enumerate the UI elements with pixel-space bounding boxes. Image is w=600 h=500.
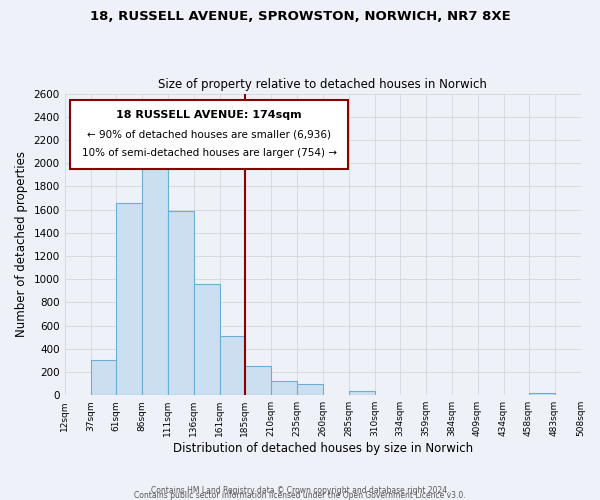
Bar (296, 384, 323, 395)
Bar (245, 366, 271, 395)
Text: ← 90% of detached houses are smaller (6,936): ← 90% of detached houses are smaller (6,… (87, 130, 331, 140)
Title: Size of property relative to detached houses in Norwich: Size of property relative to detached ho… (158, 78, 487, 91)
Bar (116, 202, 142, 395)
X-axis label: Distribution of detached houses by size in Norwich: Distribution of detached houses by size … (173, 442, 473, 455)
Bar (529, 393, 554, 395)
Text: Contains HM Land Registry data © Crown copyright and database right 2024.: Contains HM Land Registry data © Crown c… (151, 486, 449, 495)
Text: 10% of semi-detached houses are larger (754) →: 10% of semi-detached houses are larger (… (82, 148, 337, 158)
Y-axis label: Number of detached properties: Number of detached properties (15, 152, 28, 338)
Bar (91, 360, 116, 395)
Bar (349, 390, 374, 395)
Text: 18, RUSSELL AVENUE, SPROWSTON, NORWICH, NR7 8XE: 18, RUSSELL AVENUE, SPROWSTON, NORWICH, … (89, 10, 511, 23)
Bar (220, 336, 245, 395)
Bar (194, 284, 220, 395)
Text: Contains public sector information licensed under the Open Government Licence v3: Contains public sector information licen… (134, 490, 466, 500)
Bar (142, 148, 167, 395)
Text: 18 RUSSELL AVENUE: 174sqm: 18 RUSSELL AVENUE: 174sqm (116, 110, 302, 120)
Bar (271, 380, 296, 395)
Bar (167, 210, 194, 395)
FancyBboxPatch shape (70, 100, 349, 169)
